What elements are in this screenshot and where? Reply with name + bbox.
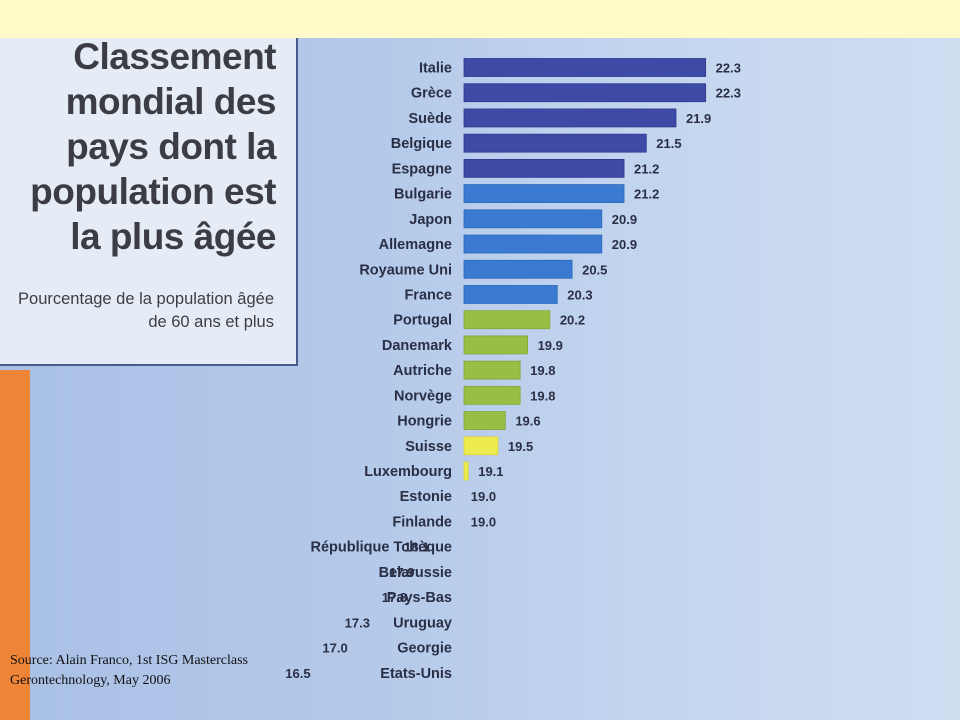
value-label: 19.9 (538, 338, 563, 353)
bar (463, 133, 647, 153)
value-label: 20.2 (560, 313, 585, 328)
bar (463, 184, 625, 204)
chart-panel: Classement mondial des pays dont la popu… (0, 38, 960, 720)
bar (463, 360, 521, 380)
category-label: Espagne (392, 161, 452, 177)
category-label: France (404, 287, 452, 303)
bar (463, 310, 551, 330)
value-label: 19.5 (508, 439, 533, 454)
value-label: 20.9 (612, 212, 637, 227)
chart-subtitle: Pourcentage de la population âgée de 60 … (18, 290, 274, 331)
value-label: 18.1 (404, 540, 429, 555)
value-label: 19.0 (471, 489, 496, 504)
bar (463, 436, 499, 456)
value-label: 21.9 (686, 111, 711, 126)
bar (463, 259, 573, 279)
category-label: Danemark (382, 338, 453, 354)
value-label: 21.5 (656, 136, 681, 151)
value-label: 19.0 (471, 514, 496, 529)
bar (463, 108, 677, 128)
category-label: Luxembourg (364, 464, 452, 480)
category-label: Royaume Uni (359, 262, 452, 278)
category-label: République Tchèque (310, 540, 452, 556)
category-label: Estonie (400, 489, 452, 505)
value-label: 17.3 (345, 615, 370, 630)
category-label: Allemagne (379, 237, 452, 253)
category-label: Uruguay (393, 615, 452, 631)
category-label: Georgie (397, 641, 452, 657)
category-label: Finlande (392, 514, 452, 530)
value-label: 20.9 (612, 237, 637, 252)
category-label: Pays-Bas (387, 590, 452, 606)
bar (463, 411, 506, 430)
value-label: 22.3 (716, 61, 741, 76)
value-label: 17.8 (382, 590, 407, 605)
bar (463, 285, 558, 304)
category-label: Norvège (394, 388, 452, 404)
value-label: 19.6 (515, 414, 540, 429)
category-label: Belgique (391, 136, 452, 152)
bar (463, 461, 469, 481)
value-label: 19.8 (530, 363, 555, 378)
value-label: 20.5 (582, 262, 607, 277)
bar (463, 234, 603, 254)
bar (463, 209, 603, 229)
category-label: Italie (419, 61, 452, 77)
orange-side-strip (0, 370, 30, 720)
category-label: Hongrie (397, 414, 452, 430)
bar (463, 58, 707, 77)
value-label: 17.9 (389, 565, 414, 580)
value-label: 19.1 (478, 464, 503, 479)
category-label: Japon (409, 212, 452, 228)
category-label: Suisse (405, 439, 452, 455)
bar (463, 335, 528, 355)
category-label: Autriche (393, 363, 452, 379)
category-label: Bulgarie (394, 187, 452, 203)
bar (463, 385, 521, 405)
category-label: Belarussie (379, 565, 452, 581)
category-label: Grèce (411, 86, 452, 102)
bar (463, 158, 625, 178)
value-label: 17.0 (322, 641, 347, 656)
value-label: 16.5 (285, 666, 310, 681)
value-label: 21.2 (634, 187, 659, 202)
bar-chart: Italie 22.3 Grèce 22.3 Suède 21.9 Belgique 21.5… (285, 58, 741, 682)
category-label: Portugal (393, 313, 452, 329)
category-label: Suède (408, 111, 452, 127)
value-label: 21.2 (634, 161, 659, 176)
value-label: 20.3 (567, 287, 592, 302)
bar (463, 83, 707, 103)
category-label: Etats-Unis (380, 666, 452, 682)
value-label: 22.3 (716, 86, 741, 101)
top-band (0, 0, 960, 38)
title-box: Classement mondial des pays dont la popu… (0, 38, 298, 366)
value-label: 19.8 (530, 388, 555, 403)
source-note: Source: Alain Franco, 1st ISG Masterclas… (10, 653, 248, 688)
chart-title: Classement mondial des pays dont la popu… (30, 38, 276, 257)
